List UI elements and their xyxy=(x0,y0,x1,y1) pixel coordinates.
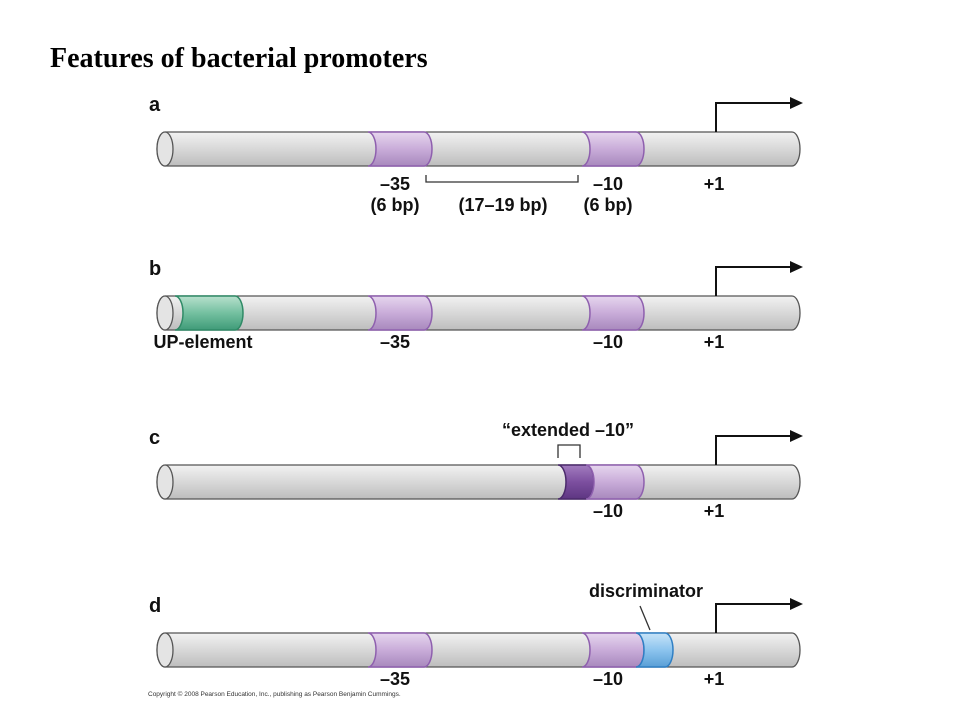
segment xyxy=(581,295,645,331)
tube-end xyxy=(156,131,174,167)
segment xyxy=(585,464,645,500)
tube-end xyxy=(156,632,174,668)
tube xyxy=(156,464,801,500)
label: +1 xyxy=(704,501,725,521)
panel-letter: d xyxy=(149,595,161,617)
arrowhead xyxy=(790,261,803,273)
bracket xyxy=(557,444,581,458)
label: (6 bp) xyxy=(371,195,420,215)
label: –35 xyxy=(380,174,410,194)
label: +1 xyxy=(704,332,725,352)
segment xyxy=(581,632,645,668)
label: –35 xyxy=(380,669,410,689)
panel-letter: c xyxy=(149,427,160,449)
label: –10 xyxy=(593,174,623,194)
segment xyxy=(635,632,674,668)
start-arrow xyxy=(715,266,792,296)
label: +1 xyxy=(704,174,725,194)
arrowhead xyxy=(790,598,803,610)
label: UP-element xyxy=(153,332,252,352)
panel-letter: a xyxy=(149,94,161,116)
tube-end xyxy=(156,295,174,331)
start-arrow xyxy=(715,435,792,465)
label: +1 xyxy=(704,669,725,689)
label: (17–19 bp) xyxy=(458,195,547,215)
segment xyxy=(174,295,244,331)
label: discriminator xyxy=(589,581,703,601)
bracket xyxy=(425,175,579,183)
arrowhead xyxy=(790,430,803,442)
label: “extended –10” xyxy=(502,420,634,440)
start-arrow xyxy=(715,603,792,633)
copyright: Copyright © 2008 Pearson Education, Inc.… xyxy=(148,690,401,698)
label: (6 bp) xyxy=(584,195,633,215)
label: –10 xyxy=(593,669,623,689)
tube xyxy=(156,295,801,331)
label: –35 xyxy=(380,332,410,352)
start-arrow xyxy=(715,102,792,132)
label: –10 xyxy=(593,332,623,352)
arrowhead xyxy=(790,97,803,109)
segment xyxy=(367,295,433,331)
segment xyxy=(367,632,433,668)
tube xyxy=(156,131,801,167)
tube xyxy=(156,632,801,668)
pointer xyxy=(639,605,651,631)
segment xyxy=(581,131,645,167)
tube-end xyxy=(156,464,174,500)
title: Features of bacterial promoters xyxy=(50,43,428,74)
segment xyxy=(367,131,433,167)
panel-letter: b xyxy=(149,258,161,280)
label: –10 xyxy=(593,501,623,521)
cylinders xyxy=(156,97,803,668)
